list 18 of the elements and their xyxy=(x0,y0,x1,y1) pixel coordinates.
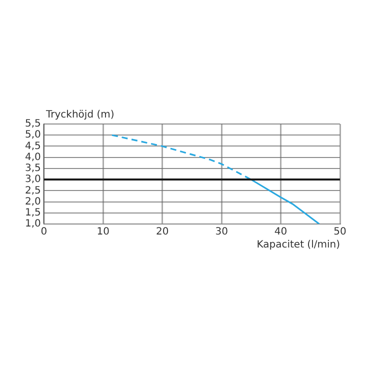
y-tick-label: 2,0 xyxy=(24,196,41,208)
x-tick-label: 50 xyxy=(334,226,346,238)
y-tick-label: 5,0 xyxy=(24,130,41,141)
x-axis-title: Kapacitet (l/min) xyxy=(256,240,340,251)
y-tick-label: 3,0 xyxy=(24,174,41,186)
x-tick-label: 20 xyxy=(156,226,169,238)
x-tick-label: 10 xyxy=(96,226,110,238)
x-tick-label: 0 xyxy=(40,226,48,238)
x-tick-label: 40 xyxy=(274,226,288,238)
y-axis-title: Tryckhöjd (m) xyxy=(45,110,114,121)
y-tick-label: 2,5 xyxy=(24,185,41,196)
y-tick-label: 1,5 xyxy=(24,207,41,218)
y-tick-label: 1,0 xyxy=(24,218,41,230)
y-tick-label: 4,0 xyxy=(24,152,41,163)
y-tick-label: 5,5 xyxy=(24,118,41,130)
y-tick-label: 4,5 xyxy=(24,140,41,152)
y-tick-label: 3,5 xyxy=(24,163,41,174)
x-tick-label: 30 xyxy=(215,226,228,238)
